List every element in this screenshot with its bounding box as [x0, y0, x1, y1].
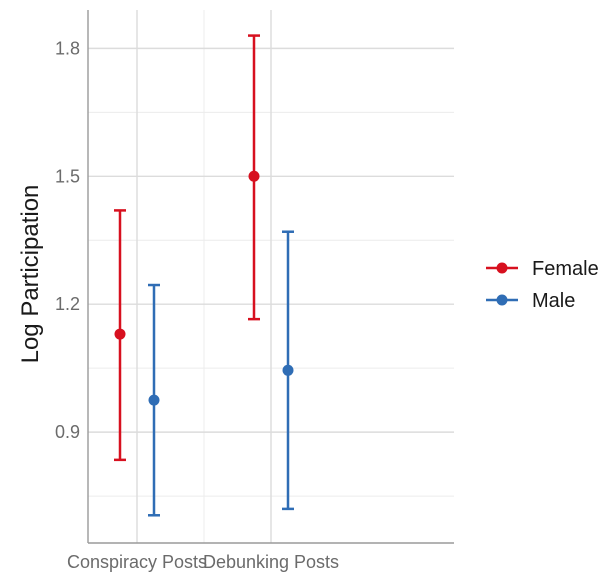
legend-item-female: Female [486, 258, 599, 280]
legend-key-point [496, 262, 508, 274]
y-tick-label: 1.5 [55, 166, 80, 186]
series-male [148, 230, 294, 517]
legend-key-point [496, 294, 508, 306]
legend-item-male: Male [486, 290, 575, 312]
x-tick-label: Debunking Posts [203, 552, 339, 572]
data-point [282, 364, 294, 376]
y-tick-label: 1.8 [55, 38, 80, 58]
series-layer [114, 34, 294, 517]
y-tick-label: 0.9 [55, 422, 80, 442]
legend: Female Male [486, 258, 599, 312]
data-point [114, 328, 126, 340]
legend-label: Female [532, 258, 599, 280]
grid [88, 10, 454, 543]
y-tick-label: 1.2 [55, 294, 80, 314]
legend-label: Male [532, 290, 575, 312]
data-point [148, 394, 160, 406]
x-tick-label: Conspiracy Posts [67, 552, 207, 572]
series-female [114, 34, 260, 462]
y-axis-title: Log Participation [17, 185, 44, 364]
data-point [248, 170, 260, 182]
